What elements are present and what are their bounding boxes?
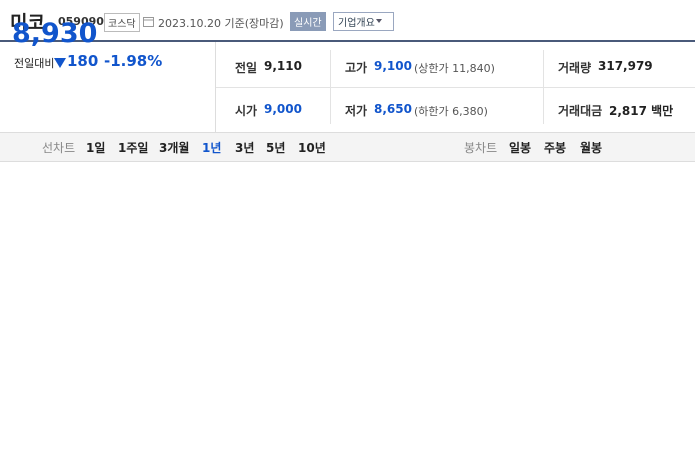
realtime-button[interactable]: 실시간 (290, 12, 326, 31)
summary-value: 2,817 백만 (609, 104, 674, 118)
summary-label: 저가 (345, 104, 368, 118)
chart (0, 160, 695, 476)
stock-code: 059090 (58, 15, 104, 28)
col-divider (330, 50, 331, 124)
candle-tab[interactable]: 월봉 (580, 141, 603, 155)
summary-label: 거래대금 (558, 104, 603, 118)
candle-tab[interactable]: 일봉 (509, 141, 532, 155)
divider (0, 40, 695, 42)
change-label: 전일대비 (14, 57, 55, 70)
period-tab[interactable]: 1주일 (118, 141, 149, 155)
period-tab[interactable]: 1년 (202, 141, 222, 155)
tab-label: 선차트 (42, 141, 76, 155)
period-tab[interactable]: 3개월 (159, 141, 190, 155)
summary-value: 9,000 (264, 102, 302, 116)
period-tab[interactable]: 10년 (298, 141, 326, 155)
summary-value: 9,110 (264, 59, 302, 73)
summary-label: 거래량 (558, 61, 592, 75)
down-arrow (54, 58, 66, 68)
summary-label: 시가 (235, 104, 258, 118)
row-divider (216, 87, 695, 88)
period-tab[interactable]: 1일 (86, 141, 106, 155)
market-badge: 코스닥 (104, 13, 140, 32)
tab-label: 봉차트 (464, 141, 498, 155)
date: 2023.10.20 기준(장마감) (158, 17, 284, 30)
dropdown-arrow (376, 19, 382, 23)
tab-bar (0, 132, 695, 162)
col-divider (543, 50, 544, 124)
summary-label: 고가 (345, 61, 368, 75)
period-tab[interactable]: 3년 (235, 141, 255, 155)
summary-note: (상한가 11,840) (414, 62, 495, 75)
calendar-icon: 6,3887,9649,54011,11512,69114,26715,8431… (143, 17, 154, 27)
summary-value: 9,100 (374, 59, 412, 73)
current-price: 8,930 (12, 18, 98, 49)
stock-name: 미코 (10, 12, 45, 34)
summary-value: 317,979 (598, 59, 653, 73)
price-box (0, 42, 216, 132)
summary-note: (하한가 6,380) (414, 105, 488, 118)
overview-dropdown[interactable]: 기업개요 (333, 12, 394, 31)
change-rate: -1.98% (104, 52, 163, 70)
summary-value: 8,650 (374, 102, 412, 116)
period-tab[interactable]: 5년 (266, 141, 286, 155)
price-change: 180 (67, 52, 99, 70)
candle-tab[interactable]: 주봉 (544, 141, 567, 155)
summary-label: 전일 (235, 61, 258, 75)
